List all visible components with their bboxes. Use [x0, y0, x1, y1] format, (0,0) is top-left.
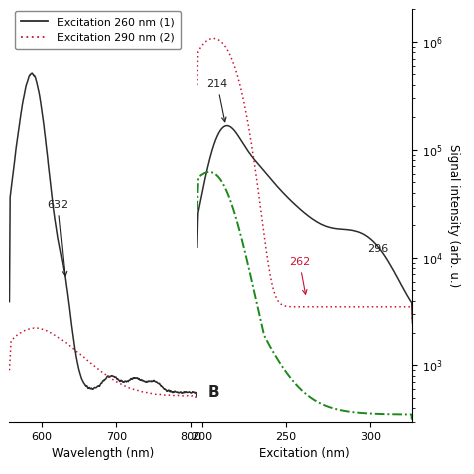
X-axis label: Excitation (nm): Excitation (nm) [259, 447, 350, 460]
Text: B: B [208, 385, 219, 400]
Text: 632: 632 [47, 200, 69, 276]
Text: 214: 214 [207, 79, 228, 122]
Y-axis label: Signal intensity (arb. u.): Signal intensity (arb. u.) [447, 144, 460, 287]
Text: 262: 262 [289, 257, 310, 294]
Text: 296: 296 [367, 244, 388, 254]
Legend: Excitation 260 nm (1), Excitation 290 nm (2): Excitation 260 nm (1), Excitation 290 nm… [15, 11, 182, 49]
X-axis label: Wavelength (nm): Wavelength (nm) [52, 447, 155, 460]
